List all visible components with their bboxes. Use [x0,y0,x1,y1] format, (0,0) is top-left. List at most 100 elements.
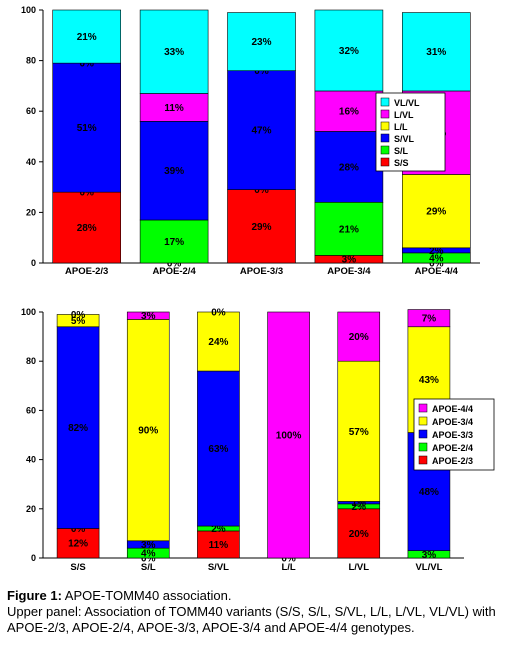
data-label: 31% [426,47,446,58]
data-label: 0% [167,259,182,270]
data-label: 1% [352,498,367,509]
y-tick-label: 60 [26,405,36,415]
bar-segment [56,528,100,559]
figure-caption: Figure 1: APOE-TOMM40 association. Upper… [7,588,512,636]
bar-segment [52,191,122,264]
data-label: 2% [211,524,226,535]
data-label: 0% [254,185,269,196]
category-label: VL/VL [415,562,442,573]
bar-segment [197,530,240,559]
bar-segment [197,311,240,372]
data-label: 3% [141,540,156,551]
data-label: 100% [276,431,302,442]
data-label: 11% [164,103,184,114]
data-label: 0% [141,554,156,565]
legend-swatch [380,133,390,143]
data-label: 32% [339,46,359,57]
legend-label: L/L [394,122,408,132]
legend-swatch [380,121,390,131]
data-label: 28% [339,162,359,173]
bar-segment [52,62,122,193]
data-label: 16% [339,107,359,118]
legend-swatch [418,403,428,413]
bar-segment [126,319,170,542]
data-label: 17% [164,237,184,248]
data-label: 20% [349,332,369,343]
legend-swatch [380,109,390,119]
data-label: 2% [429,246,444,257]
data-label: 3% [342,255,357,266]
data-label: 63% [208,444,228,455]
data-label: 48% [419,487,439,498]
y-tick-label: 60 [26,106,36,116]
data-label: 0% [79,59,94,70]
data-label: 0% [211,308,226,319]
y-tick-label: 40 [26,455,36,465]
data-label: 21% [77,32,97,43]
upper-panel-chart: 0 20 40 60 80 100 28% 0% 51% 0% 21% APOE-2/3 0% 17% 39… [21,5,480,277]
figure-title: APOE-TOMM40 association. [61,588,232,603]
legend-swatch [418,416,428,426]
data-label: 47% [251,126,271,137]
bar-segment [139,121,209,221]
data-label: 7% [422,314,437,325]
y-tick-label: 100 [21,307,36,317]
legend-label: APOE-2/4 [432,443,473,453]
legend-swatch [418,455,428,465]
data-label: 33% [164,47,184,58]
legend-swatch [380,97,390,107]
bar-segment [401,12,471,92]
y-tick-label: 80 [26,56,36,66]
data-label: 2% [352,502,367,513]
y-tick-label: 100 [21,5,36,15]
data-label: 82% [68,423,88,434]
data-label: 20% [349,529,369,540]
data-label: 0% [71,524,86,535]
bar-segment [56,314,100,328]
data-label: 0% [254,66,269,77]
data-label: 4% [141,549,156,560]
data-label: 90% [138,426,158,437]
y-tick-label: 40 [26,157,36,167]
data-label: 4% [429,253,444,264]
caption-body: Upper panel: Association of TOMM40 varia… [7,604,496,635]
legend-label: S/S [394,158,409,168]
legend-label: VL/VL [394,98,420,108]
data-label: 28% [77,223,97,234]
data-label: 43% [419,375,439,386]
legend-swatch [418,429,428,439]
data-label: 0% [281,554,296,565]
data-label: 5% [71,316,86,327]
y-tick-label: 80 [26,356,36,366]
bar-segment [56,326,100,529]
legend-label: APOE-4/4 [432,404,473,414]
data-label: 21% [339,224,359,235]
figure-label: Figure 1: [7,588,62,603]
bar-segment [52,9,122,64]
y-tick-label: 20 [26,207,36,217]
bar-segment [314,9,384,92]
lower-panel-chart: 02040608010012%0%82%5%0%S/S0%4%3%90%3%S/… [21,307,495,573]
data-label: 12% [68,539,88,550]
data-label: 51% [77,123,97,134]
data-label: 29% [251,222,271,233]
legend-label: S/L [394,146,409,156]
y-tick-label: 0 [31,258,36,268]
bar-segment [407,309,451,328]
data-label: 3% [422,550,437,561]
data-label: 29% [426,207,446,218]
legend-swatch [380,157,390,167]
bar-segment [227,12,296,72]
legend-swatch [380,145,390,155]
data-label: 23% [251,37,271,48]
category-label: L/L [281,562,295,573]
legend-label: APOE-3/4 [432,417,473,427]
y-tick-label: 0 [31,553,36,563]
category-label: S/S [70,562,85,573]
bar-segment [139,219,209,264]
bar-segment [314,131,384,203]
legend-label: L/VL [394,110,414,120]
bar-segment [197,370,240,527]
bar-segment [337,311,381,362]
bar-segment [314,90,384,132]
